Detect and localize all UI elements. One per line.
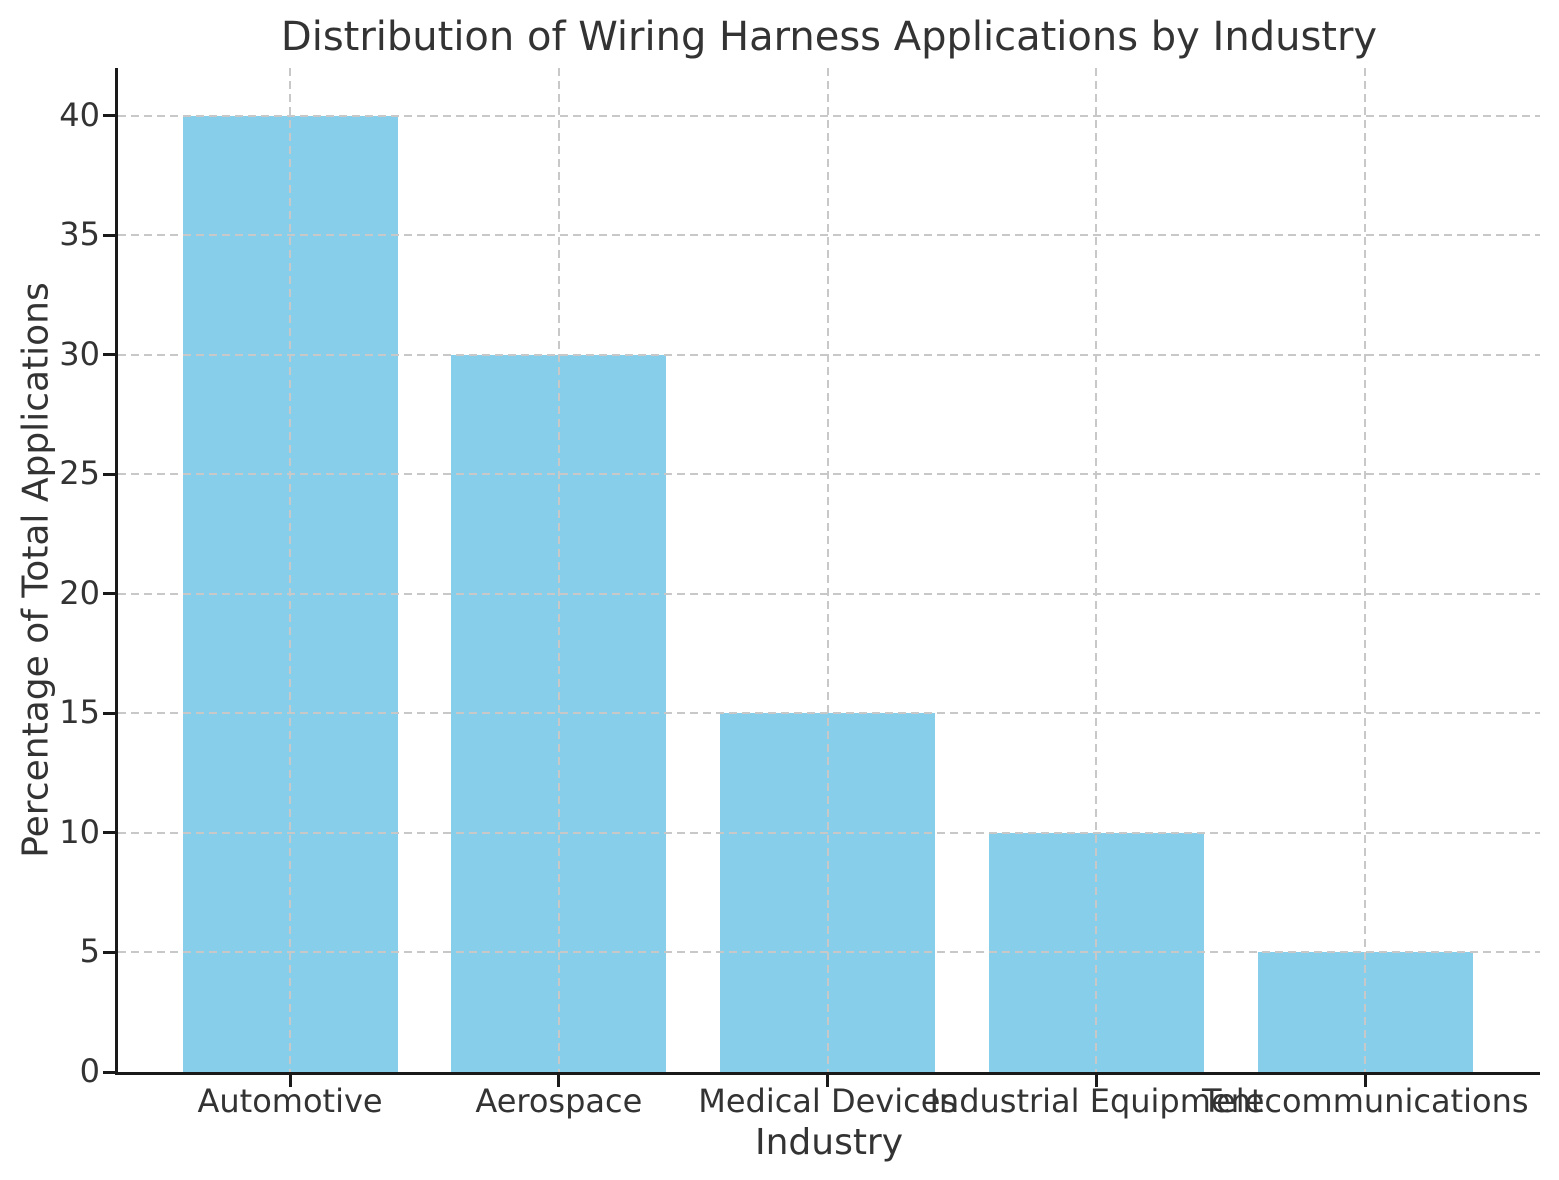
x-tick-mark	[1363, 1075, 1367, 1087]
gridline-vertical	[826, 68, 829, 1072]
y-tick-mark	[103, 711, 115, 715]
y-tick-mark	[103, 233, 115, 237]
gridline-horizontal	[118, 592, 1540, 595]
y-tick-mark	[103, 592, 115, 596]
gridline-vertical	[557, 68, 560, 1072]
gridline-horizontal	[118, 951, 1540, 954]
gridline-horizontal	[118, 234, 1540, 237]
x-tick-mark	[1094, 1075, 1098, 1087]
x-tick-label: Telecommunications	[1202, 1082, 1529, 1120]
y-tick-label: 15	[59, 693, 100, 732]
x-tick-label: Aerospace	[475, 1082, 643, 1120]
y-tick-mark	[103, 472, 115, 476]
chart-title: Distribution of Wiring Harness Applicati…	[280, 14, 1378, 60]
gridline-vertical	[1364, 68, 1367, 1072]
x-tick-label: Automotive	[197, 1082, 383, 1120]
gridline-horizontal	[118, 114, 1540, 117]
gridline-horizontal	[118, 353, 1540, 356]
x-axis-spine	[115, 1072, 1540, 1075]
y-tick-label: 30	[59, 335, 100, 374]
y-axis-spine	[115, 68, 118, 1072]
y-tick-mark	[103, 353, 115, 357]
y-tick-mark	[103, 950, 115, 954]
plot-area	[103, 68, 1540, 1087]
gridline-horizontal	[118, 473, 1540, 476]
gridline-horizontal	[118, 712, 1540, 715]
gridline-vertical	[289, 68, 292, 1072]
y-tick-label: 20	[59, 574, 100, 613]
x-axis-label: Industry	[754, 1122, 904, 1163]
y-tick-label: 0	[79, 1052, 100, 1091]
y-tick-mark	[103, 1070, 115, 1074]
y-tick-mark	[103, 831, 115, 835]
gridline-vertical	[1095, 68, 1098, 1072]
x-tick-label: Medical Devices	[698, 1082, 958, 1120]
gridline-horizontal	[118, 831, 1540, 834]
y-tick-label: 40	[59, 96, 100, 135]
y-tick-label: 10	[59, 813, 100, 852]
y-tick-label: 25	[59, 454, 100, 493]
x-tick-label: Industrial Equipment	[929, 1082, 1264, 1120]
y-tick-label: 5	[79, 932, 100, 971]
x-tick-mark	[288, 1075, 292, 1087]
y-tick-label: 35	[59, 215, 100, 254]
x-tick-mark	[826, 1075, 830, 1087]
x-tick-mark	[557, 1075, 561, 1087]
y-tick-mark	[103, 114, 115, 118]
